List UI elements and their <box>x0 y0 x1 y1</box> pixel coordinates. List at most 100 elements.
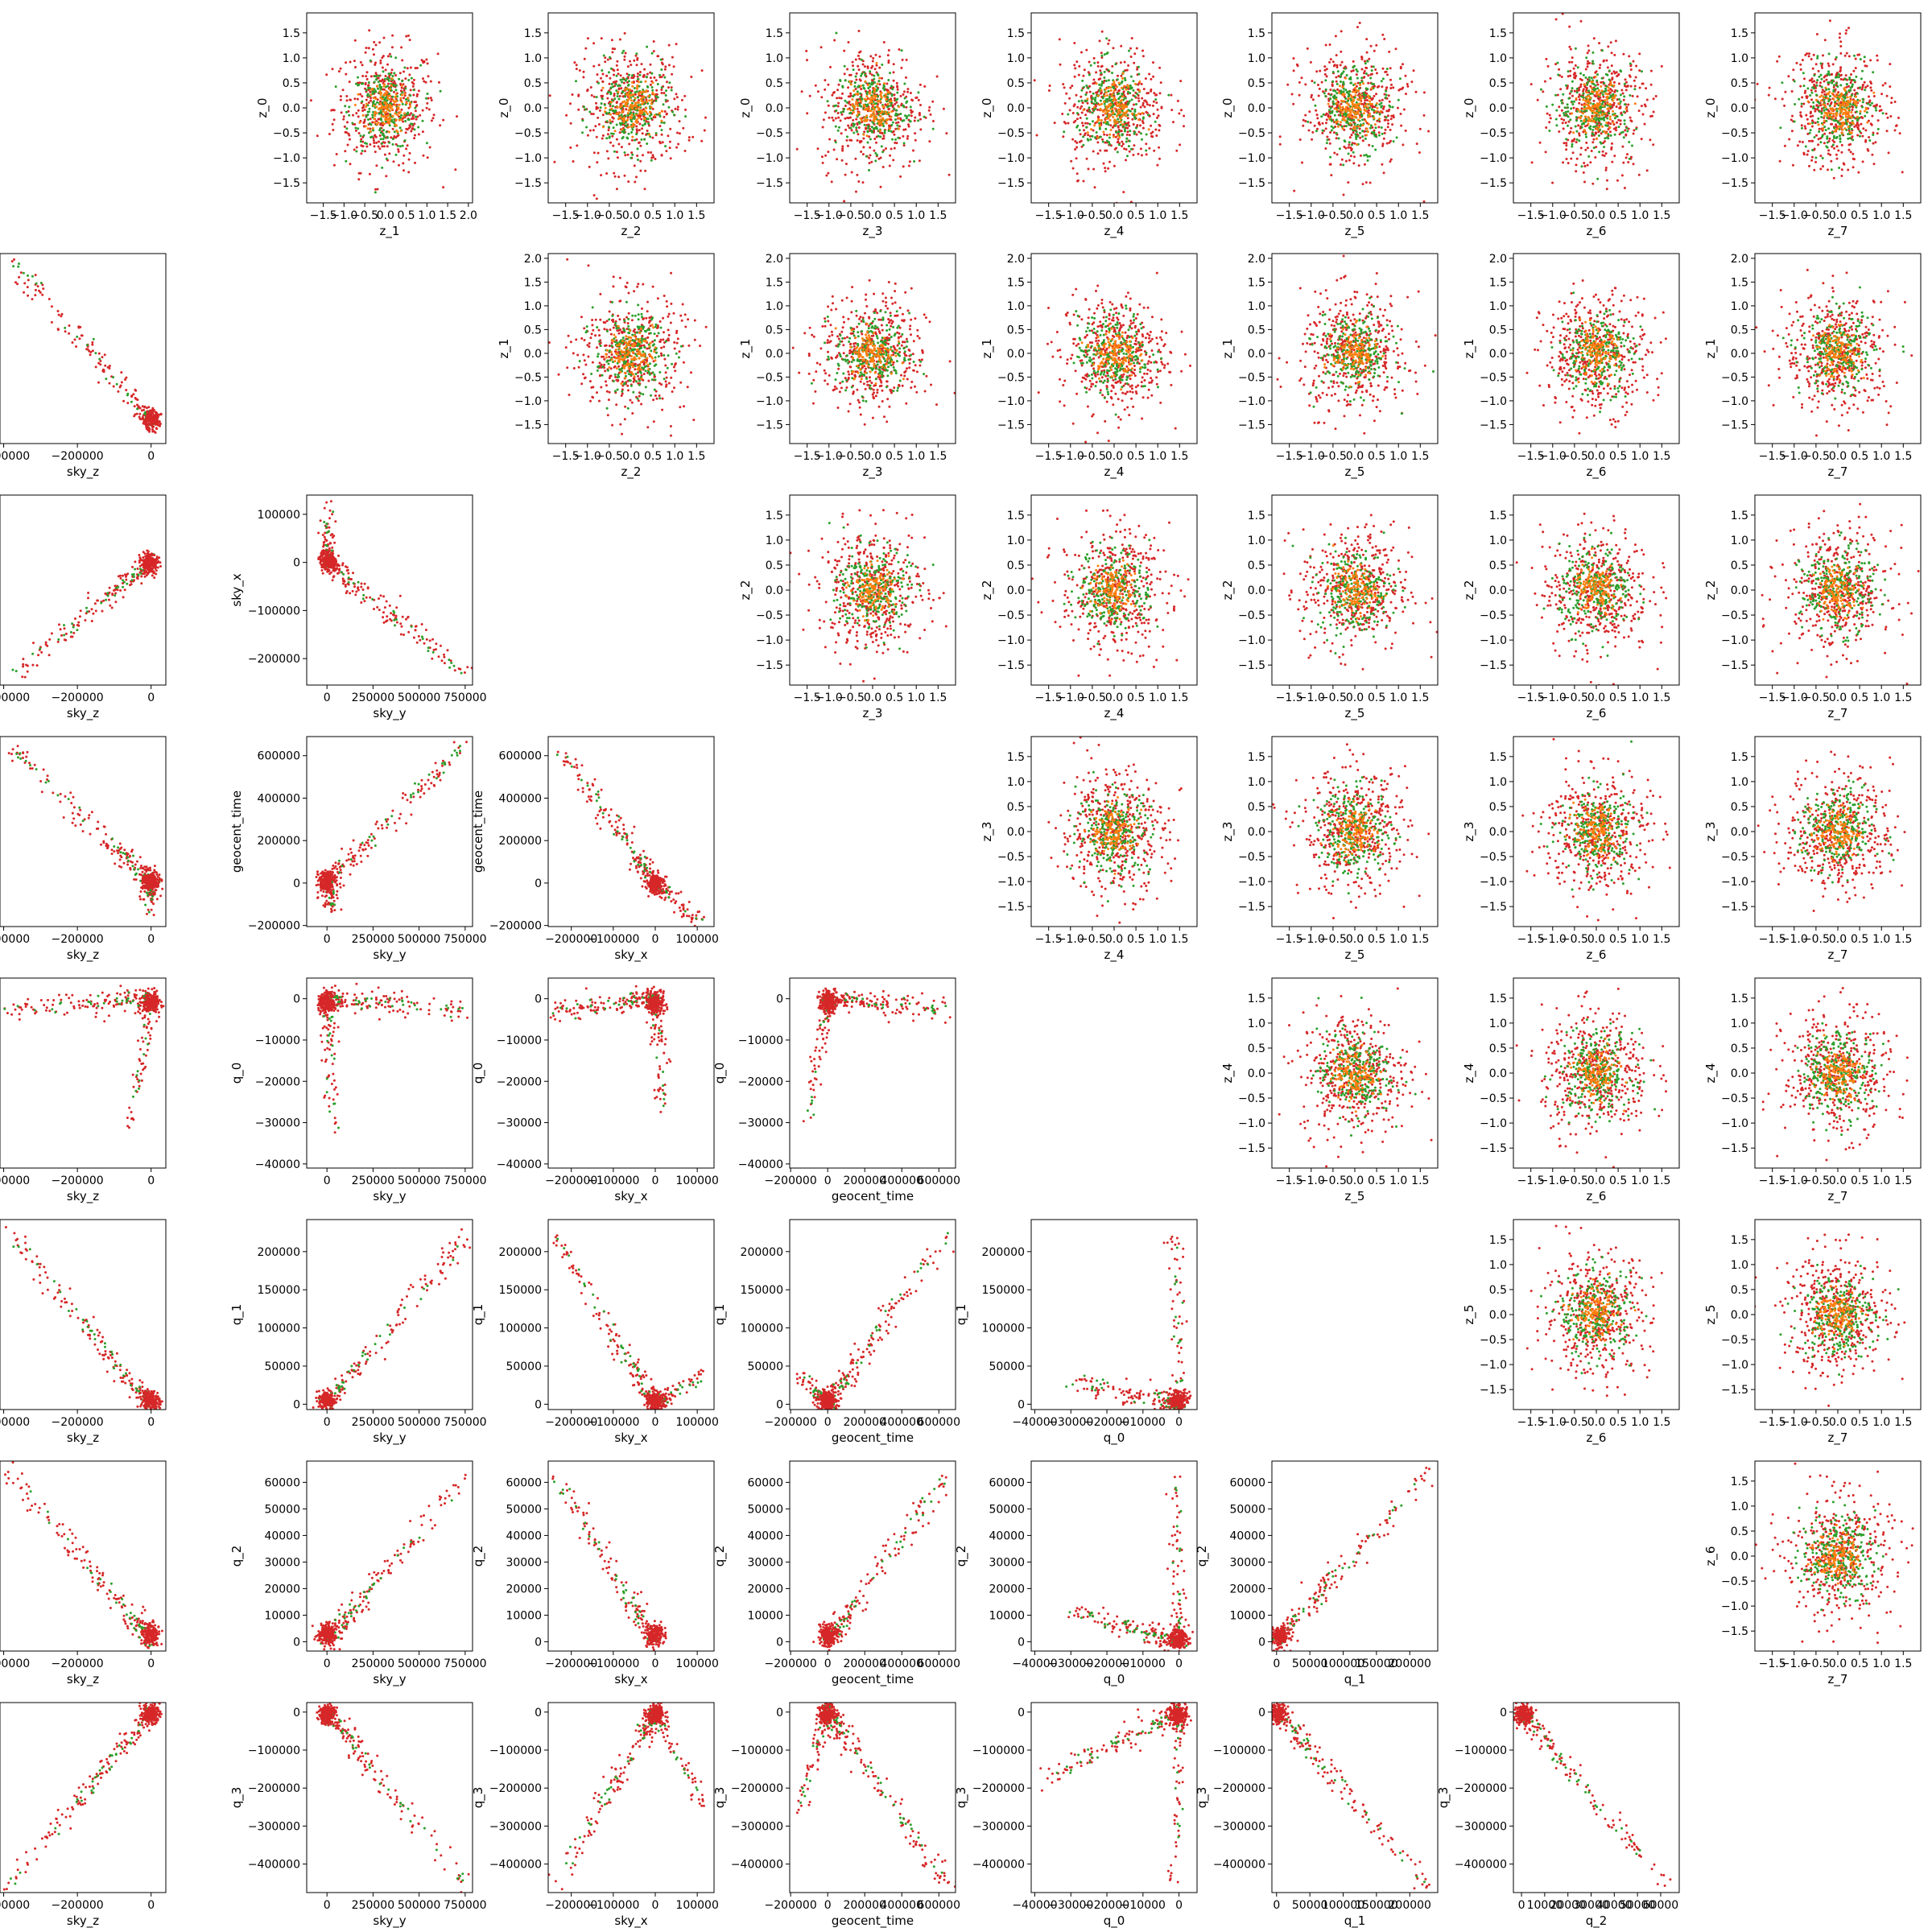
scatter-point <box>649 76 652 80</box>
scatter-point <box>1616 75 1619 77</box>
panel-z_0-vs-z_4: −1.5−1.0−0.50.0 0.5 1.0 1.5−1.5−1.0−0.50.00… <box>980 12 1198 239</box>
scatter-point <box>1609 122 1612 126</box>
scatter-point <box>369 99 372 102</box>
scatter-point <box>403 93 407 96</box>
scatter-point <box>853 108 857 110</box>
scatter-point <box>1591 129 1595 131</box>
scatter-point <box>1095 91 1098 94</box>
scatter-point <box>1352 127 1355 130</box>
scatter-point <box>1326 138 1329 142</box>
scatter-point <box>910 114 913 118</box>
scatter-point <box>366 127 369 130</box>
scatter-point <box>386 77 390 80</box>
scatter-point <box>1370 82 1373 85</box>
scatter-point <box>650 151 653 154</box>
scatter-point <box>456 115 458 118</box>
scatter-point <box>365 105 368 108</box>
scatter-point <box>380 106 383 109</box>
scatter-point <box>402 70 405 73</box>
scatter-point <box>1087 87 1090 89</box>
scatter-point <box>629 104 632 107</box>
scatter-point <box>357 76 359 79</box>
scatter-point <box>840 113 844 116</box>
scatter-point <box>638 80 640 84</box>
scatter-point <box>638 112 641 115</box>
scatter-point <box>382 115 386 118</box>
scatter-point <box>1863 80 1866 84</box>
scatter-point <box>879 156 882 159</box>
scatter-point <box>931 100 935 103</box>
scatter-point <box>1085 48 1088 52</box>
scatter-point <box>627 126 630 129</box>
scatter-point <box>1361 130 1364 133</box>
scatter-point <box>1077 73 1080 76</box>
scatter-point <box>1592 147 1596 150</box>
scatter-point <box>1065 92 1068 95</box>
scatter-point <box>1565 144 1568 147</box>
scatter-point <box>1370 108 1373 111</box>
scatter-point <box>1381 142 1385 146</box>
scatter-point <box>841 85 844 88</box>
y-tick-label: −1.0 <box>997 152 1025 165</box>
scatter-point <box>1641 113 1645 116</box>
scatter-point <box>886 96 890 99</box>
scatter-point <box>386 63 389 66</box>
scatter-point <box>1335 80 1338 83</box>
scatter-point <box>865 98 868 101</box>
scatter-point <box>1100 54 1104 57</box>
scatter-point <box>1293 189 1296 192</box>
y-tick-label: 0.5 <box>1248 77 1265 90</box>
scatter-point <box>617 90 620 93</box>
scatter-point <box>1333 107 1336 110</box>
scatter-point <box>869 154 872 157</box>
scatter-point <box>1344 89 1348 92</box>
scatter-point <box>438 80 440 84</box>
scatter-point <box>361 106 364 109</box>
scatter-point <box>1375 43 1378 47</box>
scatter-point <box>1139 147 1142 151</box>
scatter-point <box>1080 105 1084 108</box>
scatter-point <box>1340 60 1344 64</box>
scatter-point <box>1359 84 1362 86</box>
scatter-point <box>625 108 628 111</box>
scatter-point <box>367 47 370 50</box>
scatter-point <box>872 106 875 109</box>
scatter-point <box>1387 122 1389 125</box>
scatter-point <box>325 73 328 76</box>
scatter-point <box>423 80 426 83</box>
scatter-point <box>1335 98 1338 101</box>
scatter-point <box>1422 200 1426 203</box>
scatter-point <box>600 174 603 177</box>
scatter-point <box>370 135 374 138</box>
scatter-point <box>1638 69 1641 72</box>
scatter-point <box>405 101 408 105</box>
scatter-point <box>1598 128 1601 131</box>
scatter-point <box>373 80 376 84</box>
scatter-point <box>630 80 634 84</box>
scatter-point <box>910 98 914 101</box>
scatter-point <box>1113 118 1117 122</box>
scatter-point <box>639 80 642 84</box>
scatter-point <box>902 144 906 147</box>
scatter-point <box>1328 163 1331 166</box>
scatter-point <box>1616 179 1619 182</box>
scatter-point <box>1619 119 1622 122</box>
scatter-point <box>1587 118 1591 121</box>
scatter-point <box>592 194 596 197</box>
scatter-point <box>1069 86 1072 89</box>
scatter-point <box>1329 58 1332 61</box>
scatter-point <box>634 97 637 100</box>
scatter-point <box>1632 60 1635 63</box>
scatter-point <box>1098 103 1101 106</box>
scatter-point <box>654 95 658 98</box>
scatter-point <box>1295 63 1298 66</box>
scatter-point <box>399 130 402 133</box>
scatter-point <box>375 141 378 144</box>
scatter-point <box>1579 72 1583 75</box>
scatter-point <box>806 59 808 62</box>
scatter-point <box>1373 49 1376 52</box>
scatter-point <box>893 147 896 150</box>
scatter-point <box>877 134 880 138</box>
scatter-point <box>1351 114 1354 118</box>
scatter-point <box>630 93 633 97</box>
